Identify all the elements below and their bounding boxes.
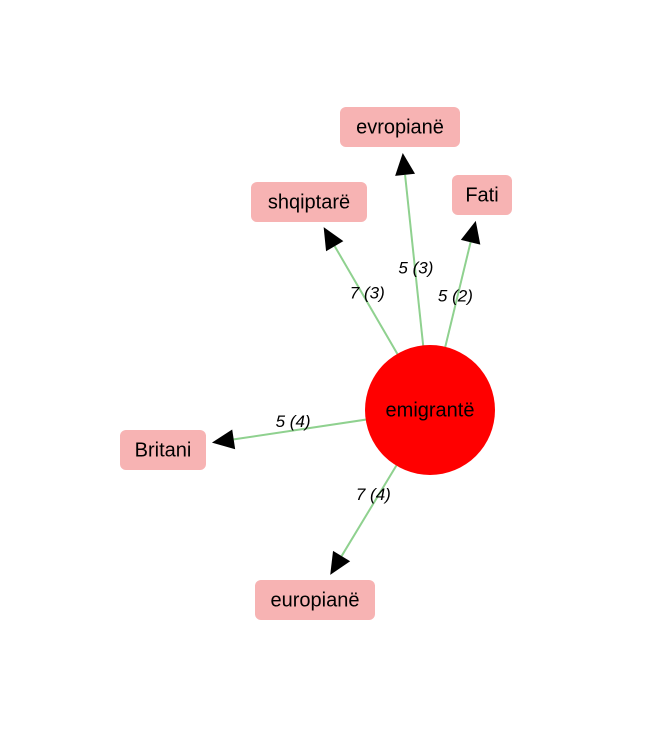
network-graph: 7 (3) 5 (3) 5 (2) 5 (4) 7 (4) shqiptarë evropi… [0, 0, 660, 742]
node-label: Britani [135, 439, 192, 461]
edge-arrowhead [395, 153, 415, 176]
graph-node: Fati [452, 175, 512, 215]
graph-node: europianë [255, 580, 375, 620]
node-label: Fati [465, 184, 498, 206]
graph-node: Britani [120, 430, 206, 470]
edge-label: 5 (2) [438, 286, 473, 305]
node-label: shqiptarë [268, 191, 350, 213]
edge-label: 5 (3) [398, 259, 433, 278]
node-label: evropianë [356, 116, 444, 138]
edge-arrowhead [324, 227, 344, 251]
center-node-label: emigrantë [386, 399, 475, 421]
edge-arrowhead [330, 551, 350, 575]
edge-label: 7 (4) [356, 485, 391, 504]
center-node: emigrantë [365, 345, 495, 475]
graph-node: shqiptarë [251, 182, 367, 222]
nodes-layer: shqiptarë evropianë Fati Britani europianë em… [120, 107, 512, 620]
edge-arrowhead [212, 430, 235, 450]
graph-node: evropianë [340, 107, 460, 147]
edge-label: 5 (4) [276, 412, 311, 431]
edge-label: 7 (3) [350, 284, 385, 303]
node-label: europianë [271, 589, 360, 611]
edge-arrowhead [461, 221, 480, 245]
